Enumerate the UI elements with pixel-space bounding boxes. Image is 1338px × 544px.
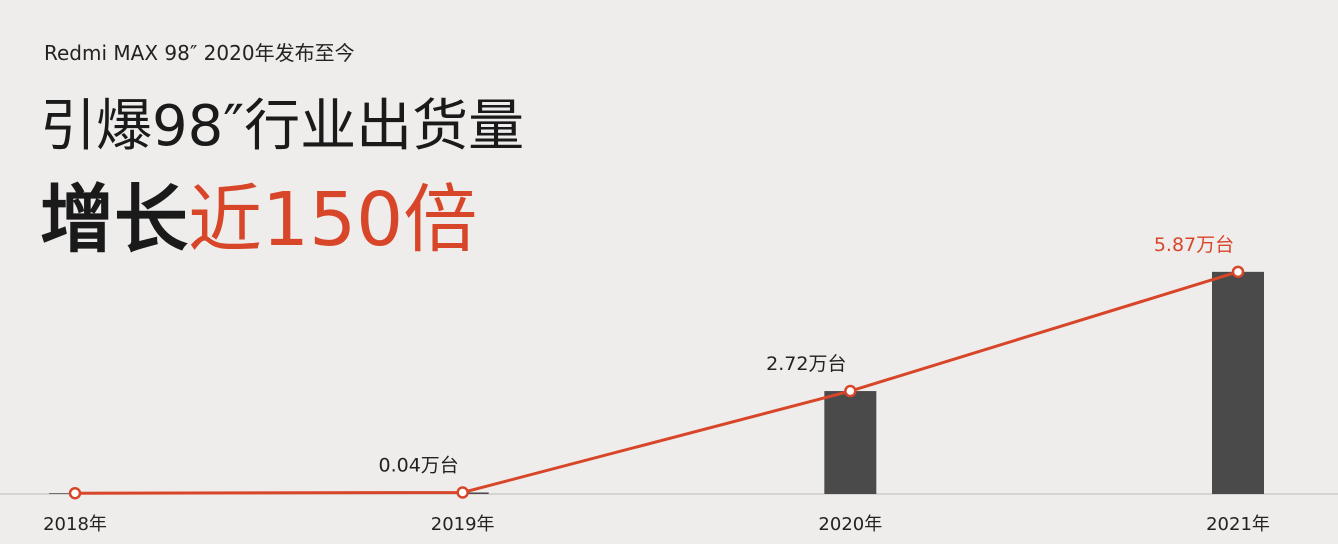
point (456, 486, 469, 499)
value-label: 0.04万台 (379, 454, 459, 476)
x-tick-label: 2021年 (1206, 514, 1270, 535)
subtitle: Redmi MAX 98″ 2020年发布至今 (44, 41, 355, 65)
value-label: 2.72万台 (766, 353, 846, 375)
title-line2: 增长近150倍 (40, 177, 477, 263)
title-plain: 增长 (40, 177, 188, 263)
point (1231, 265, 1245, 279)
title-highlight: 近150倍 (188, 177, 477, 263)
bar (824, 391, 877, 494)
x-tick-label: 2018年 (43, 514, 107, 535)
point (68, 486, 82, 500)
title-line1: 引爆98″行业出货量 (40, 94, 524, 159)
point (844, 384, 857, 398)
x-tick-label: 2019年 (431, 514, 495, 535)
line (74, 270, 1239, 495)
value-label: 5.87万台 (1154, 234, 1234, 256)
x-tick-label: 2020年 (818, 514, 882, 535)
bar (1212, 271, 1264, 494)
